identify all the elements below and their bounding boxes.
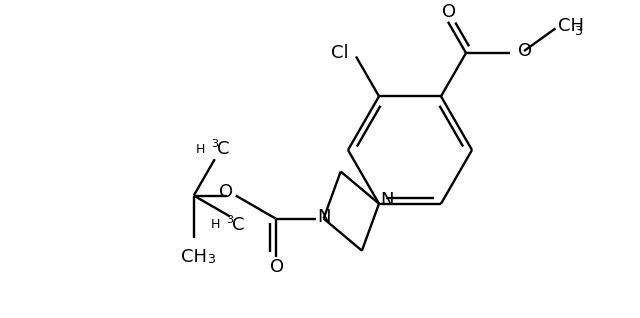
Text: N: N [317,208,330,225]
Text: O: O [219,183,233,201]
Text: 3: 3 [575,25,582,38]
Text: 3: 3 [226,215,233,225]
Text: C: C [232,216,244,233]
Text: N: N [380,191,394,209]
Text: O: O [442,3,456,21]
Text: H: H [195,143,205,156]
Text: CH: CH [180,247,207,266]
Text: O: O [518,42,532,60]
Text: C: C [217,140,229,158]
Text: O: O [269,258,284,275]
Text: CH: CH [557,17,584,35]
Text: Cl: Cl [331,45,349,62]
Text: 3: 3 [207,252,214,266]
Text: 3: 3 [211,139,218,149]
Text: H: H [211,218,220,231]
